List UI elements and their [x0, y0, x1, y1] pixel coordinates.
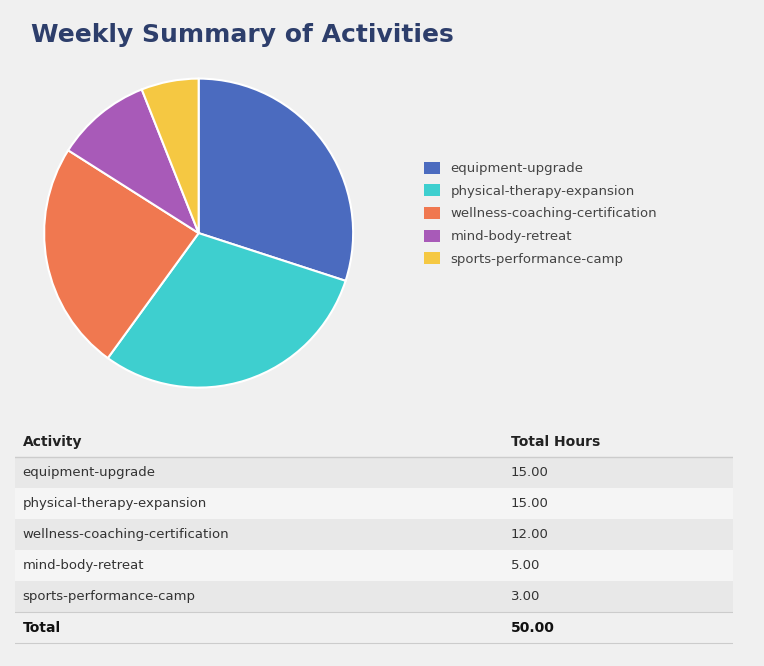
Text: Activity: Activity [22, 435, 82, 449]
Text: 15.00: 15.00 [511, 498, 549, 510]
Legend: equipment-upgrade, physical-therapy-expansion, wellness-coaching-certification, : equipment-upgrade, physical-therapy-expa… [418, 155, 664, 272]
Text: physical-therapy-expansion: physical-therapy-expansion [22, 498, 207, 510]
Text: mind-body-retreat: mind-body-retreat [22, 559, 144, 572]
Wedge shape [44, 151, 199, 358]
Text: 5.00: 5.00 [511, 559, 540, 572]
Text: 50.00: 50.00 [511, 621, 555, 635]
Text: Total: Total [22, 621, 60, 635]
Text: 12.00: 12.00 [511, 528, 549, 541]
Text: Total Hours: Total Hours [511, 435, 600, 449]
Text: equipment-upgrade: equipment-upgrade [22, 466, 155, 480]
Text: wellness-coaching-certification: wellness-coaching-certification [22, 528, 229, 541]
Bar [15, 550, 733, 581]
Bar [15, 488, 733, 519]
Bar [15, 581, 733, 612]
Wedge shape [199, 79, 353, 281]
Wedge shape [108, 233, 345, 388]
Text: sports-performance-camp: sports-performance-camp [22, 590, 196, 603]
Text: 15.00: 15.00 [511, 466, 549, 480]
Bar [15, 519, 733, 550]
Wedge shape [142, 79, 199, 233]
Text: 3.00: 3.00 [511, 590, 540, 603]
Bar [15, 458, 733, 488]
Text: Weekly Summary of Activities: Weekly Summary of Activities [31, 23, 453, 47]
Wedge shape [68, 89, 199, 233]
